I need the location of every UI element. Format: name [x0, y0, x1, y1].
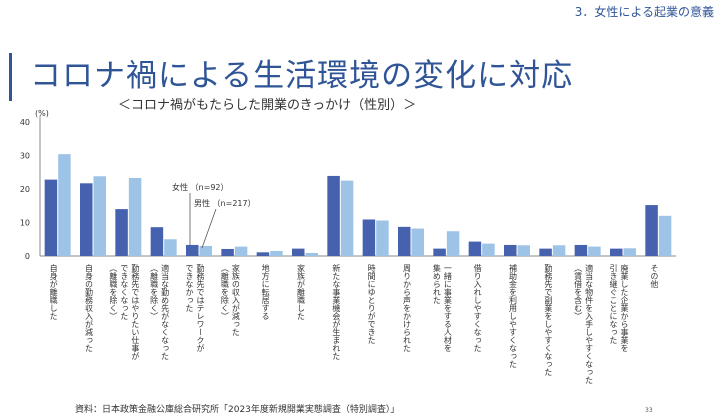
category-label: 時間にゆとりができた	[367, 264, 376, 344]
bar-female	[468, 241, 482, 256]
bar-female	[80, 183, 93, 256]
bar-female	[44, 179, 58, 256]
y-tick-label: 40	[20, 118, 30, 127]
category-label: 適当な物件を入手しやすくなった	[585, 263, 594, 384]
y-tick-label: 20	[20, 185, 30, 194]
category-label: 勤務先ではテレワークが	[196, 263, 205, 352]
y-tick-label: 10	[20, 219, 30, 228]
bar-female	[292, 248, 305, 256]
bar-male	[128, 177, 142, 256]
category-label: その他	[650, 264, 659, 289]
bar-female	[115, 209, 128, 256]
bar-male	[305, 252, 318, 256]
category-label: 自身の勤務収入が減った	[85, 263, 94, 352]
bar-male	[270, 250, 283, 256]
bar-female	[539, 248, 552, 256]
category-label: 一緒に事業をする人材を	[443, 264, 452, 352]
bar-male	[517, 245, 530, 256]
legend-label-female: 女性 （n=92）	[172, 182, 229, 192]
category-label: （離職を除く）	[150, 264, 159, 320]
y-tick-label: 0	[25, 252, 30, 261]
category-label: 借り入れしやすくなった	[473, 263, 482, 352]
category-label: 家族の収入が減った	[231, 263, 240, 336]
category-label: できなくなった	[120, 264, 129, 320]
category-label: 引き継ぐことになった	[609, 264, 618, 344]
category-label: （賃借を含む）	[574, 264, 583, 320]
bar-male	[340, 180, 354, 256]
bar-male	[623, 248, 636, 256]
bar-male	[588, 246, 601, 256]
bar-male	[199, 245, 212, 256]
bar-male	[234, 246, 248, 256]
category-label: 新たな事業機会が生まれた	[332, 263, 341, 360]
bar-female	[504, 244, 517, 256]
category-label: 勤務先ではやりたい仕事が	[131, 263, 140, 360]
bar-female	[433, 248, 446, 256]
category-label: （離職を除く）	[109, 264, 118, 320]
bar-female	[574, 244, 588, 256]
category-label: 適当な勤め先がなくなった	[161, 263, 170, 360]
legend-leader-male	[201, 208, 217, 249]
y-axis-unit-label: (%)	[35, 109, 49, 118]
category-label: 勤務先で副業をしやすくなった	[544, 263, 553, 376]
bar-female	[398, 226, 411, 256]
bar-female	[256, 252, 270, 256]
bar-male	[58, 154, 71, 256]
source-note: 資料：日本政策金融公庫総合研究所「2023年度新規開業実態調査（特別調査）」	[75, 405, 400, 415]
bar-male	[164, 239, 177, 256]
category-label: 周りから声をかけられた	[403, 264, 412, 352]
title-accent-bar	[9, 53, 12, 101]
category-label: 集められた	[432, 263, 441, 304]
bar-male	[411, 228, 424, 256]
y-tick-label: 30	[20, 152, 30, 161]
category-label: 補助金を利用しやすくなった	[509, 263, 518, 368]
bar-male	[93, 176, 106, 256]
category-label: できなかった	[185, 264, 194, 312]
legend-label-male: 男性 （n=217）	[194, 198, 256, 208]
bar-female	[186, 244, 199, 256]
bar-female	[645, 205, 658, 256]
category-label: 家族が離職した	[297, 263, 306, 320]
bar-female	[610, 248, 623, 256]
category-label: （離職を除く）	[220, 264, 229, 320]
category-label: 自身が離職した	[49, 263, 58, 320]
bar-male	[376, 220, 389, 256]
slide-title: コロナ禍による生活環境の変化に対応	[30, 58, 574, 94]
section-label: 3．女性による起業の意義	[574, 5, 714, 19]
chart-subtitle: ＜コロナ禍がもたらした開業のきっかけ（性別）＞	[118, 98, 417, 113]
bar-male	[658, 215, 672, 256]
bar-male	[446, 231, 460, 256]
page-number: 33	[645, 407, 653, 414]
category-label: 地方に転居する	[261, 263, 270, 320]
bar-female	[221, 248, 234, 256]
bar-female	[150, 227, 164, 256]
category-label: 廃業した企業から事業を	[620, 263, 629, 352]
bar-male	[552, 245, 566, 256]
bar-male	[482, 243, 495, 256]
bar-female	[327, 175, 340, 256]
bar-female	[362, 219, 376, 256]
